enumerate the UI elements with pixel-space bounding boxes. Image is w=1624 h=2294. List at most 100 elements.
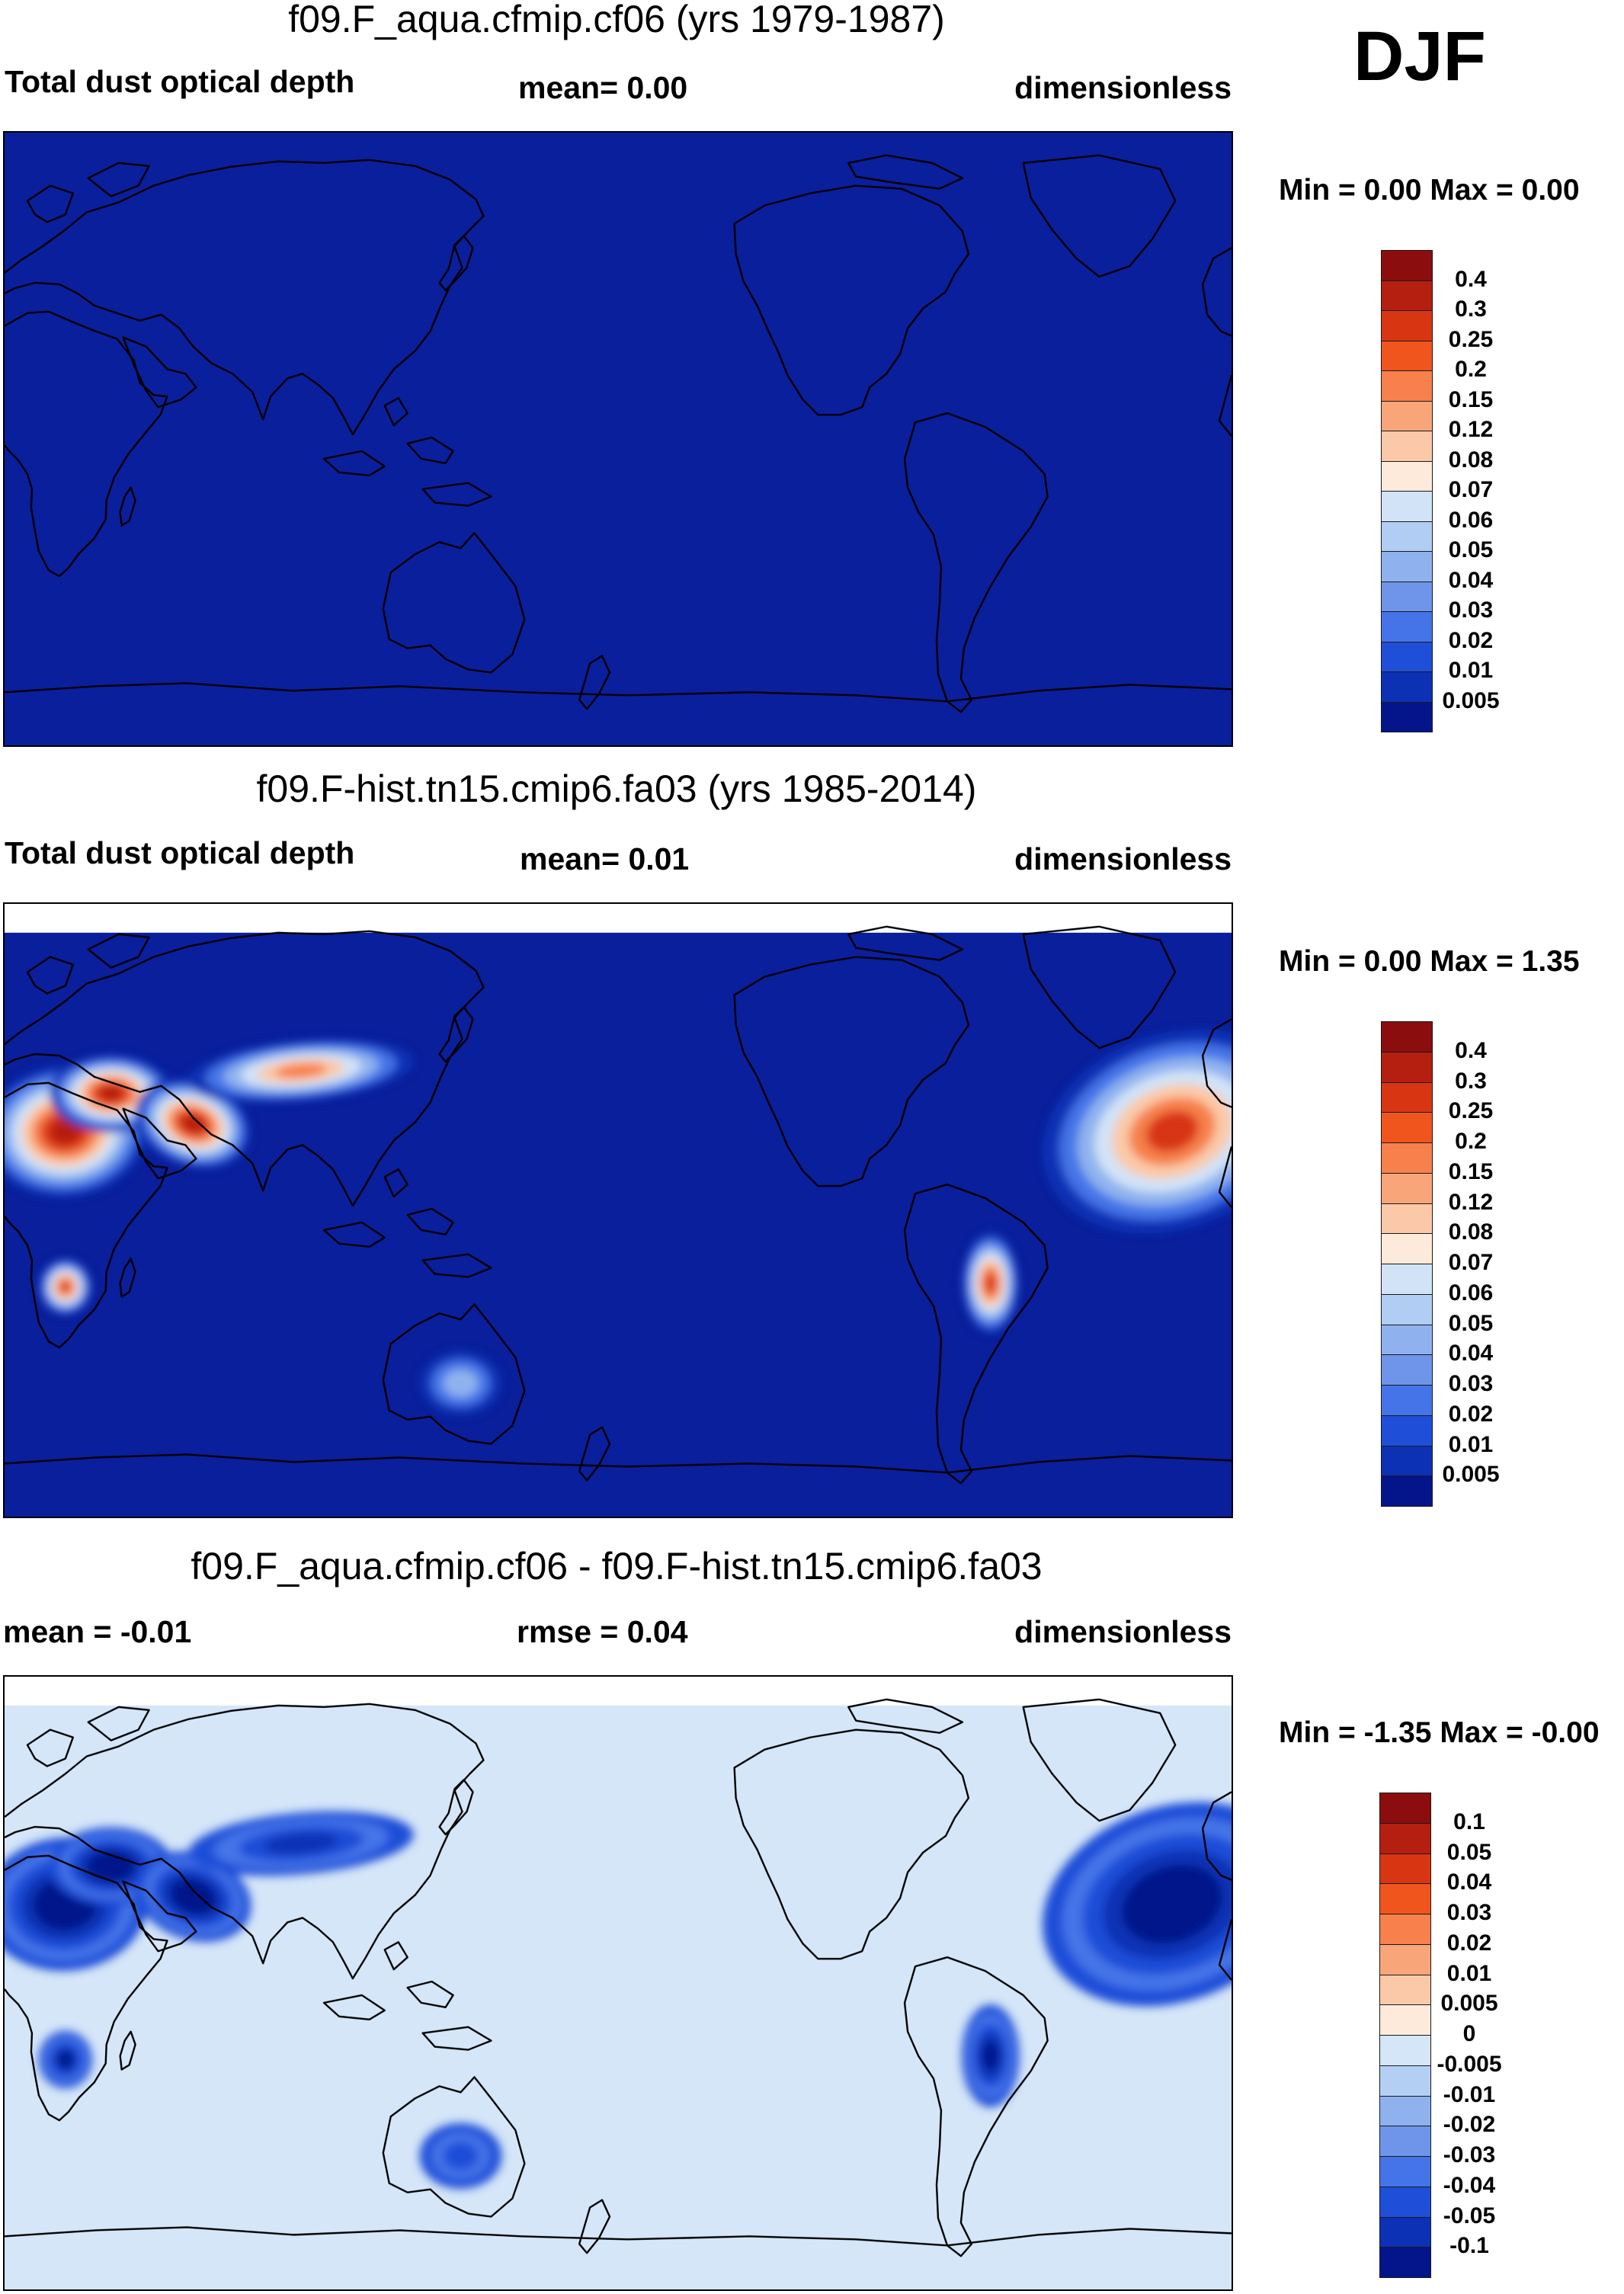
dust-contour bbox=[179, 1886, 207, 1908]
panel-3-rmse: rmse = 0.04 bbox=[517, 1614, 688, 1649]
coastline bbox=[733, 1729, 970, 1960]
colorbar-tick-label: 0.25 bbox=[1448, 1098, 1494, 1124]
colorbar-tick-label: 0.03 bbox=[1448, 598, 1494, 623]
colorbar-swatch bbox=[1381, 1415, 1433, 1447]
panel-1-map-svg bbox=[5, 133, 1232, 745]
coastline bbox=[26, 956, 74, 995]
colorbar-tick-label: 0.1 bbox=[1453, 1809, 1485, 1834]
colorbar-swatch bbox=[1381, 370, 1433, 402]
coastline bbox=[26, 184, 74, 223]
colorbar-tick-label: 0 bbox=[1462, 2021, 1476, 2046]
coastline bbox=[119, 486, 136, 527]
dust-contour bbox=[1146, 1110, 1199, 1152]
coastline bbox=[847, 925, 964, 961]
coastline bbox=[5, 1081, 168, 1349]
coastline bbox=[1201, 1791, 1232, 1881]
dust-contour bbox=[97, 1857, 126, 1876]
colorbar-tick-label: 0.15 bbox=[1448, 386, 1494, 412]
coastline bbox=[122, 1880, 197, 1953]
coastline bbox=[382, 2076, 526, 2218]
colorbar-swatch bbox=[1381, 1112, 1433, 1143]
dust-contour bbox=[982, 2042, 999, 2070]
coastline bbox=[1218, 375, 1232, 437]
colorbar-swatch bbox=[1379, 2156, 1431, 2187]
colorbar-tick-label: 0.01 bbox=[1446, 1960, 1492, 1986]
coastline bbox=[438, 1779, 474, 1836]
colorbar-swatch bbox=[1381, 1475, 1433, 1507]
colorbar-tick-label: 0.08 bbox=[1448, 1219, 1494, 1245]
panel-1-variable: Total dust optical depth bbox=[5, 64, 355, 99]
coastline bbox=[122, 1107, 197, 1180]
coastline bbox=[438, 1006, 474, 1063]
colorbar-tick-label: 0.03 bbox=[1448, 1371, 1494, 1396]
coastline bbox=[5, 310, 168, 578]
dust-field-layer bbox=[5, 1029, 1232, 1416]
coastline bbox=[5, 1854, 168, 2122]
colorbar-swatch bbox=[1381, 1142, 1433, 1174]
colorbar-tick-label: 0.06 bbox=[1448, 1280, 1494, 1306]
colorbar-swatch bbox=[1379, 1822, 1431, 1854]
panel-2-mean: mean= 0.01 bbox=[520, 841, 690, 876]
colorbar-tick-label: 0.03 bbox=[1446, 1900, 1492, 1925]
season-label: DJF bbox=[1353, 18, 1486, 95]
colorbar-swatch bbox=[1379, 2035, 1431, 2066]
colorbar-tick-label: 0.005 bbox=[1442, 687, 1500, 713]
colorbar-swatch bbox=[1379, 1914, 1431, 1945]
dust-contour bbox=[274, 1063, 328, 1078]
colorbar-tick-label: -0.01 bbox=[1443, 2081, 1496, 2107]
coastline bbox=[406, 1980, 454, 2009]
colorbar-tick-label: 0.04 bbox=[1448, 567, 1494, 593]
colorbar-swatch bbox=[1379, 2004, 1431, 2036]
map-field-background bbox=[5, 133, 1232, 745]
colorbar-swatch bbox=[1381, 1021, 1433, 1052]
coastline bbox=[322, 450, 386, 476]
colorbar-tick-label: 0.25 bbox=[1448, 326, 1494, 352]
colorbar-tick-label: 0.08 bbox=[1448, 447, 1494, 473]
colorbar-tick-label: 0.005 bbox=[1440, 1991, 1498, 2017]
colorbar-tick-label: 0.07 bbox=[1448, 1250, 1494, 1275]
colorbar-swatch bbox=[1381, 1445, 1433, 1477]
coastline bbox=[5, 2226, 1232, 2247]
coastline bbox=[1201, 247, 1232, 337]
coastline bbox=[1218, 1146, 1232, 1208]
panel-1-title: f09.F_aqua.cfmip.cf06 (yrs 1979-1987) bbox=[288, 0, 945, 40]
coastline bbox=[383, 1168, 408, 1198]
colorbar-tick-label: 0.02 bbox=[1448, 627, 1494, 653]
coastline bbox=[87, 162, 150, 197]
colorbar-tick-label: -0.05 bbox=[1443, 2203, 1496, 2228]
colorbar-tick-label: 0.02 bbox=[1448, 1401, 1494, 1427]
colorbar-swatch bbox=[1381, 1354, 1433, 1386]
coastline bbox=[421, 1253, 492, 1278]
dust-contour bbox=[58, 2052, 73, 2068]
coastlines bbox=[5, 925, 1232, 1485]
colorbar-tick-label: -0.1 bbox=[1449, 2233, 1489, 2259]
colorbar-swatch bbox=[1381, 1203, 1433, 1235]
panel-3-map bbox=[3, 1675, 1233, 2291]
colorbar-swatch bbox=[1381, 671, 1433, 703]
colorbar-swatch bbox=[1381, 250, 1433, 281]
coastline bbox=[87, 1706, 150, 1741]
panel-1-map bbox=[3, 131, 1233, 747]
coastline bbox=[26, 1729, 74, 1767]
coastline bbox=[1022, 1698, 1177, 1822]
coastline bbox=[733, 184, 970, 416]
coastlines bbox=[5, 1698, 1232, 2257]
colorbar-swatch bbox=[1379, 1883, 1431, 1914]
colorbar-tick-label: 0.06 bbox=[1448, 507, 1494, 533]
colorbar-tick-label: 0.01 bbox=[1448, 1431, 1494, 1457]
colorbar-swatch bbox=[1381, 340, 1433, 371]
colorbar-swatch bbox=[1381, 581, 1433, 612]
panel-2-minmax: Min = 0.00 Max = 1.35 bbox=[1279, 945, 1580, 978]
coastline bbox=[5, 682, 1232, 703]
colorbar-swatch bbox=[1381, 1172, 1433, 1204]
colorbar-swatch bbox=[1381, 641, 1433, 672]
dust-contour bbox=[985, 1273, 997, 1293]
colorbar-tick-label: 0.05 bbox=[1448, 537, 1494, 562]
coastline bbox=[87, 933, 150, 969]
coastline bbox=[847, 154, 964, 190]
colorbar-tick-label: -0.03 bbox=[1443, 2142, 1496, 2167]
colorbar-tick-label: -0.005 bbox=[1437, 2051, 1502, 2077]
colorbar-swatch bbox=[1381, 310, 1433, 341]
panel-1-units: dimensionless bbox=[1014, 70, 1232, 105]
colorbar-tick-label: 0.05 bbox=[1448, 1310, 1494, 1336]
